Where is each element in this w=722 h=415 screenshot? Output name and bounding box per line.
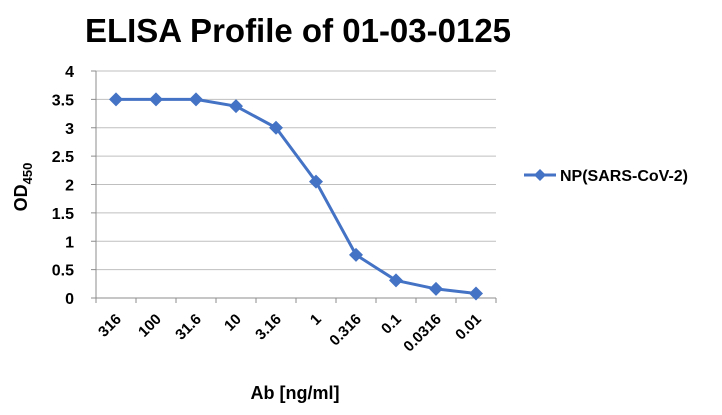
x-tick-label: 3.16: [252, 311, 285, 344]
y-tick-label: 2.5: [52, 149, 74, 166]
x-tick-label: 0.0316: [400, 311, 444, 355]
x-tick-labels: 316 100 31.6 10 3.16 1 0.316 0.10.0316 0.01: [95, 311, 485, 355]
x-axis-label: Ab [ng/ml]: [251, 383, 340, 403]
series-group: [109, 92, 483, 301]
legend-marker-diamond-icon: [534, 169, 546, 181]
data-point-diamond: [229, 99, 243, 114]
y-axis-label-subscript: 450: [20, 163, 35, 185]
y-tick-labels: 0 0.5 1 1.5 2 2.5 3 3.5 4: [52, 64, 74, 308]
data-point-diamond: [269, 120, 283, 135]
legend-label: NP(SARS-CoV-2): [560, 168, 688, 185]
y-tick-label: 2: [65, 178, 74, 195]
data-point-diamond: [149, 92, 163, 107]
data-point-diamond: [389, 273, 403, 288]
x-tick-label: 316: [95, 311, 125, 341]
x-tick-label: 0.1: [378, 311, 405, 338]
x-tick-label: 31.6: [172, 311, 205, 344]
x-tick-label: 1: [307, 311, 325, 329]
data-point-diamond: [109, 92, 123, 107]
data-point-diamond: [309, 174, 323, 189]
data-point-diamond: [469, 286, 483, 301]
legend: NP(SARS-CoV-2): [524, 168, 688, 185]
y-tick-label: 3: [65, 121, 74, 138]
data-point-diamond: [349, 247, 363, 262]
x-tick-label: 0.01: [452, 311, 485, 344]
x-tick-label: 0.316: [326, 311, 365, 350]
chart-title: ELISA Profile of 01-03-0125: [85, 12, 511, 49]
data-point-diamond: [429, 281, 443, 296]
y-tick-label: 4: [65, 64, 74, 81]
axes: [91, 70, 497, 303]
series-line: [116, 97, 477, 295]
y-tick-label: 3.5: [52, 92, 74, 109]
y-tick-label: 0: [65, 291, 74, 308]
y-tick-label: 0.5: [52, 263, 74, 280]
y-tick-label: 1: [65, 234, 74, 251]
x-tick-label: 10: [221, 311, 245, 335]
y-axis-label-main: OD: [11, 184, 31, 211]
y-axis-label: OD450: [11, 163, 35, 212]
y-tick-label: 1.5: [52, 206, 74, 223]
data-point-diamond: [189, 92, 203, 107]
x-tick-label: 100: [135, 311, 165, 341]
